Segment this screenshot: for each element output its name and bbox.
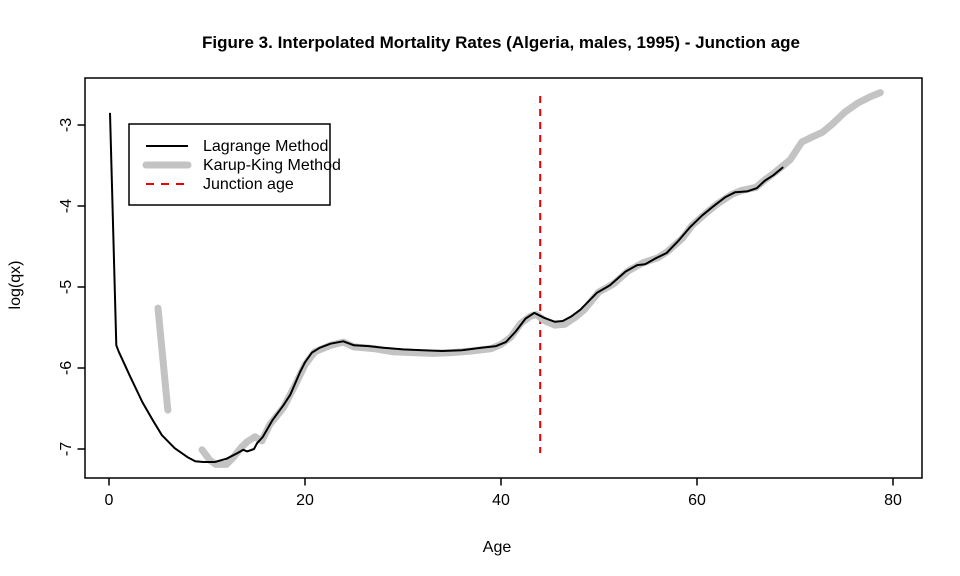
lagrange-method-line bbox=[109, 112, 784, 463]
x-tick-label: 20 bbox=[296, 492, 314, 509]
x-tick-label: 60 bbox=[688, 492, 706, 509]
x-tick-label: 80 bbox=[884, 492, 902, 509]
legend: Lagrange Method Karup-King Method Juncti… bbox=[128, 123, 341, 206]
legend-karup-king-label: Karup-King Method bbox=[203, 157, 341, 174]
chart-title: Figure 3. Interpolated Mortality Rates (… bbox=[202, 33, 800, 52]
x-axis-label: Age bbox=[483, 539, 512, 556]
x-tick-label: 0 bbox=[105, 492, 114, 509]
plot-border bbox=[84, 77, 923, 479]
y-tick-label: -4 bbox=[58, 199, 75, 213]
legend-lagrange-label: Lagrange Method bbox=[203, 138, 328, 155]
y-tick-label: -7 bbox=[58, 442, 75, 456]
y-tick-label: -5 bbox=[58, 280, 75, 294]
y-axis-ticks: -7 -6 -5 -4 -3 bbox=[58, 118, 85, 456]
karup-king-left-segment-line bbox=[154, 304, 172, 414]
x-tick-label: 40 bbox=[492, 492, 510, 509]
y-tick-label: -6 bbox=[58, 361, 75, 375]
y-axis-label: log(qx) bbox=[7, 261, 24, 310]
y-tick-label: -3 bbox=[58, 118, 75, 132]
legend-junction-age-label: Junction age bbox=[203, 176, 294, 193]
x-axis-ticks: 0 20 40 60 80 bbox=[105, 478, 902, 509]
